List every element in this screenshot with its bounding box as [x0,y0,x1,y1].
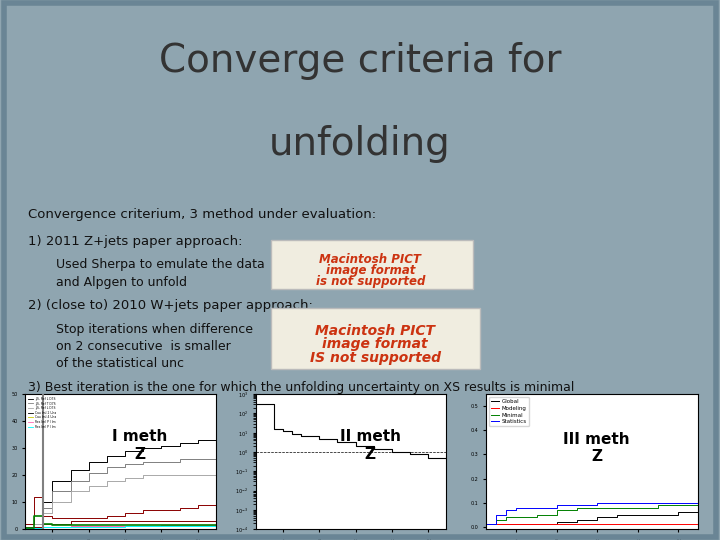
Minimal [694,502,703,508]
Modeling [613,521,622,528]
Minimal [593,504,602,511]
Global [593,514,602,521]
Modeling [572,521,581,528]
Text: Macintosh PICT: Macintosh PICT [315,324,435,338]
Legend: J/S, Ref L D7S, J/S, Ref T D7S, J/S, Ref L D7S, Cau Iml 2 Una, Cau Iml 4 Una, Re: J/S, Ref L D7S, J/S, Ref T D7S, J/S, Ref… [27,396,58,430]
Minimal [482,521,490,528]
Text: image format: image format [323,337,428,351]
Text: 2) (close to) 2010 W+jets paper approach:: 2) (close to) 2010 W+jets paper approach… [28,299,313,313]
Minimal [552,507,561,513]
Minimal [532,511,541,518]
Statistics [694,500,703,506]
Minimal [613,504,622,511]
Global [634,511,642,518]
Modeling [492,521,500,528]
Global [502,521,510,528]
Modeling [512,521,521,528]
Statistics [502,507,510,513]
Modeling [674,521,683,528]
Modeling [502,521,510,528]
Minimal [572,504,581,511]
Statistics [613,500,622,506]
Bar [271,308,480,369]
Statistics [634,500,642,506]
Minimal [634,504,642,511]
Statistics [482,521,490,528]
Text: I meth
Z: I meth Z [112,429,167,462]
Text: of the statistical unc: of the statistical unc [55,357,184,370]
Text: 1) 2011 Z+jets paper approach:: 1) 2011 Z+jets paper approach: [28,235,243,248]
Modeling [532,521,541,528]
Text: IS not supported: IS not supported [310,351,441,365]
Text: Convergence criterium, 3 method under evaluation:: Convergence criterium, 3 method under ev… [28,208,377,221]
Global [552,519,561,525]
Statistics [674,500,683,506]
Modeling [552,521,561,528]
Text: Stop iterations when difference: Stop iterations when difference [55,323,253,336]
Bar [271,240,473,289]
Minimal [512,514,521,521]
Text: III meth
Z: III meth Z [563,432,630,464]
Minimal [492,516,500,523]
Global [482,521,490,528]
Minimal [502,514,510,521]
Text: unfolding: unfolding [269,125,451,163]
Modeling [482,521,490,528]
Statistics [552,502,561,508]
Text: Used Sherpa to emulate the data: Used Sherpa to emulate the data [55,258,264,271]
Text: and Alpgen to unfold: and Alpgen to unfold [55,276,186,289]
Text: on 2 consecutive  is smaller: on 2 consecutive is smaller [55,340,230,353]
Text: is not supported: is not supported [315,275,425,288]
Statistics [572,502,581,508]
Statistics [654,500,662,506]
Statistics [492,511,500,518]
Text: II meth
Z: II meth Z [340,429,400,462]
Minimal [654,502,662,508]
Text: Macintosh PICT: Macintosh PICT [320,253,421,266]
Modeling [654,521,662,528]
Statistics [512,504,521,511]
Global [654,511,662,518]
Text: image format: image format [325,264,415,277]
Line: Global: Global [486,512,698,524]
Global [572,516,581,523]
Legend: Global, Modeling, Minimal, Statistics: Global, Modeling, Minimal, Statistics [489,397,529,427]
Text: Converge criteria for: Converge criteria for [158,42,562,80]
Line: Statistics: Statistics [486,503,698,524]
Statistics [532,504,541,511]
Line: Minimal: Minimal [486,505,698,524]
Statistics [593,500,602,506]
Text: 3) Best iteration is the one for which the unfolding uncertainty on XS results i: 3) Best iteration is the one for which t… [28,381,575,394]
Minimal [674,502,683,508]
Global [492,521,500,528]
Modeling [593,521,602,528]
Global [694,509,703,516]
Global [674,509,683,516]
Modeling [694,521,703,528]
Global [532,521,541,528]
Global [613,511,622,518]
Modeling [634,521,642,528]
Global [512,521,521,528]
